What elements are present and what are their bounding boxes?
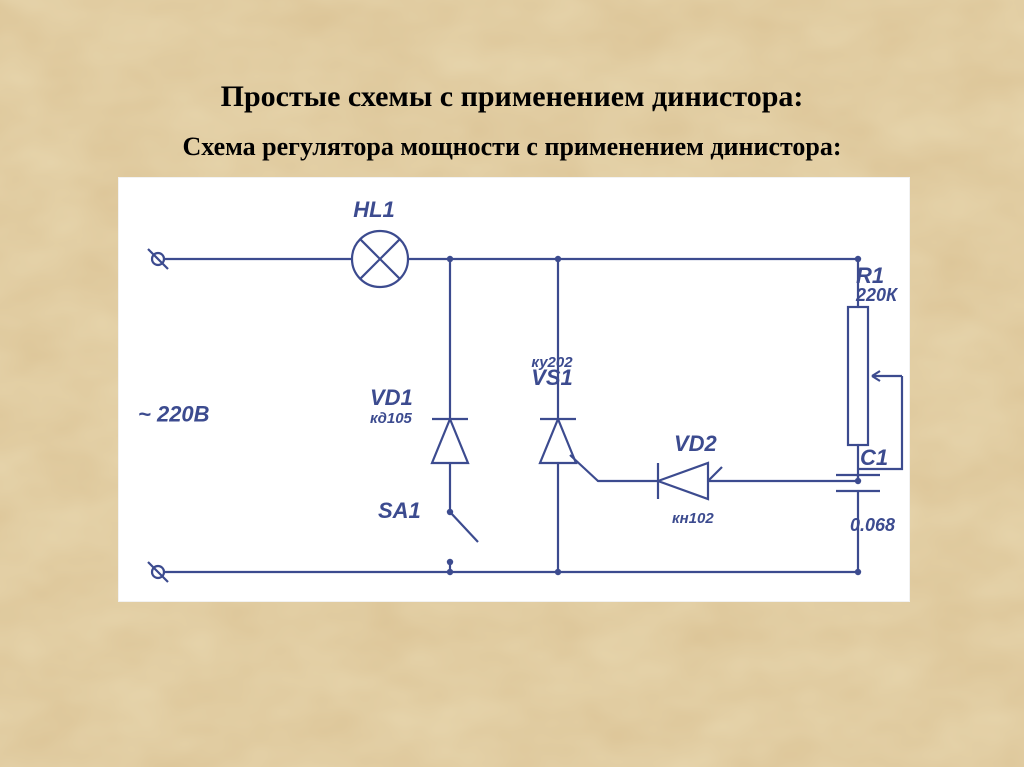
svg-text:кд105: кд105 — [370, 410, 413, 427]
slide-page: Простые схемы с применением динистора: С… — [0, 0, 1024, 767]
svg-text:VD1: VD1 — [370, 385, 413, 410]
svg-text:кн102: кн102 — [672, 510, 714, 527]
slide-title: Простые схемы с применением динистора: — [0, 80, 1024, 114]
diode-vd1 — [432, 419, 468, 463]
svg-text:ку202: ку202 — [531, 354, 573, 371]
svg-text:HL1: HL1 — [353, 197, 395, 222]
svg-text:C1: C1 — [860, 445, 888, 470]
circuit: HL1~ 220ВVD1кд105SA1VS1ку202VD2кн102R122… — [138, 197, 902, 582]
lamp-hl1 — [352, 231, 408, 287]
svg-text:~ 220В: ~ 220В — [138, 402, 210, 427]
thyristor-vs1 — [540, 419, 598, 481]
svg-text:0.068: 0.068 — [850, 515, 895, 535]
svg-text:SA1: SA1 — [378, 498, 421, 523]
switch-sa1 — [447, 509, 478, 572]
slide-subtitle: Схема регулятора мощности с применением … — [0, 132, 1024, 162]
svg-text:220К: 220К — [855, 285, 899, 305]
svg-text:VD2: VD2 — [674, 431, 718, 456]
circuit-schematic: HL1~ 220ВVD1кд105SA1VS1ку202VD2кн102R122… — [118, 177, 910, 602]
